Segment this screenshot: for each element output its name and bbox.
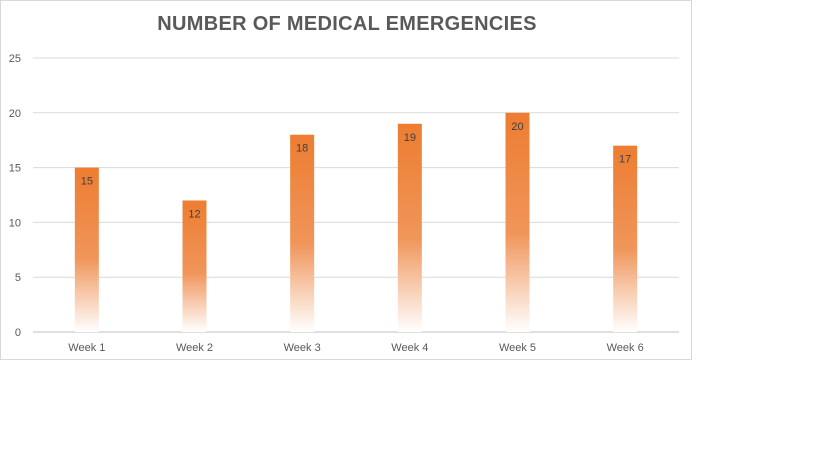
data-label: 19 [404, 132, 416, 144]
data-label: 15 [81, 176, 93, 188]
bar [397, 123, 422, 332]
x-tick-label: Week 2 [176, 342, 213, 354]
x-tick-label: Week 1 [68, 342, 105, 354]
x-tick-label: Week 6 [607, 342, 644, 354]
data-label: 20 [511, 121, 523, 133]
y-tick-label: 5 [15, 272, 21, 284]
x-tick-label: Week 3 [284, 342, 321, 354]
y-tick-label: 0 [15, 327, 21, 339]
bar [505, 112, 530, 332]
y-axis: 0 5 10 15 20 25 [9, 53, 21, 339]
bar [613, 145, 638, 332]
bar [74, 167, 99, 332]
y-tick-label: 15 [9, 163, 21, 175]
bars: 15 12 18 19 20 17 [74, 112, 638, 332]
y-tick-label: 25 [9, 53, 21, 65]
bar [290, 134, 315, 332]
gridlines [33, 57, 679, 333]
y-tick-label: 10 [9, 217, 21, 229]
data-label: 12 [188, 208, 200, 220]
chart-area: NUMBER OF MEDICAL EMERGENCIES 0 5 10 15 20 25… [0, 0, 692, 360]
x-axis: Week 1 Week 2 Week 3 Week 4 Week 5 Week 6 [68, 342, 643, 354]
data-label: 18 [296, 143, 308, 155]
bar [182, 200, 207, 332]
y-tick-label: 20 [9, 108, 21, 120]
data-label: 17 [619, 154, 631, 166]
chart-title: NUMBER OF MEDICAL EMERGENCIES [157, 13, 537, 35]
x-tick-label: Week 5 [499, 342, 536, 354]
x-tick-label: Week 4 [391, 342, 428, 354]
